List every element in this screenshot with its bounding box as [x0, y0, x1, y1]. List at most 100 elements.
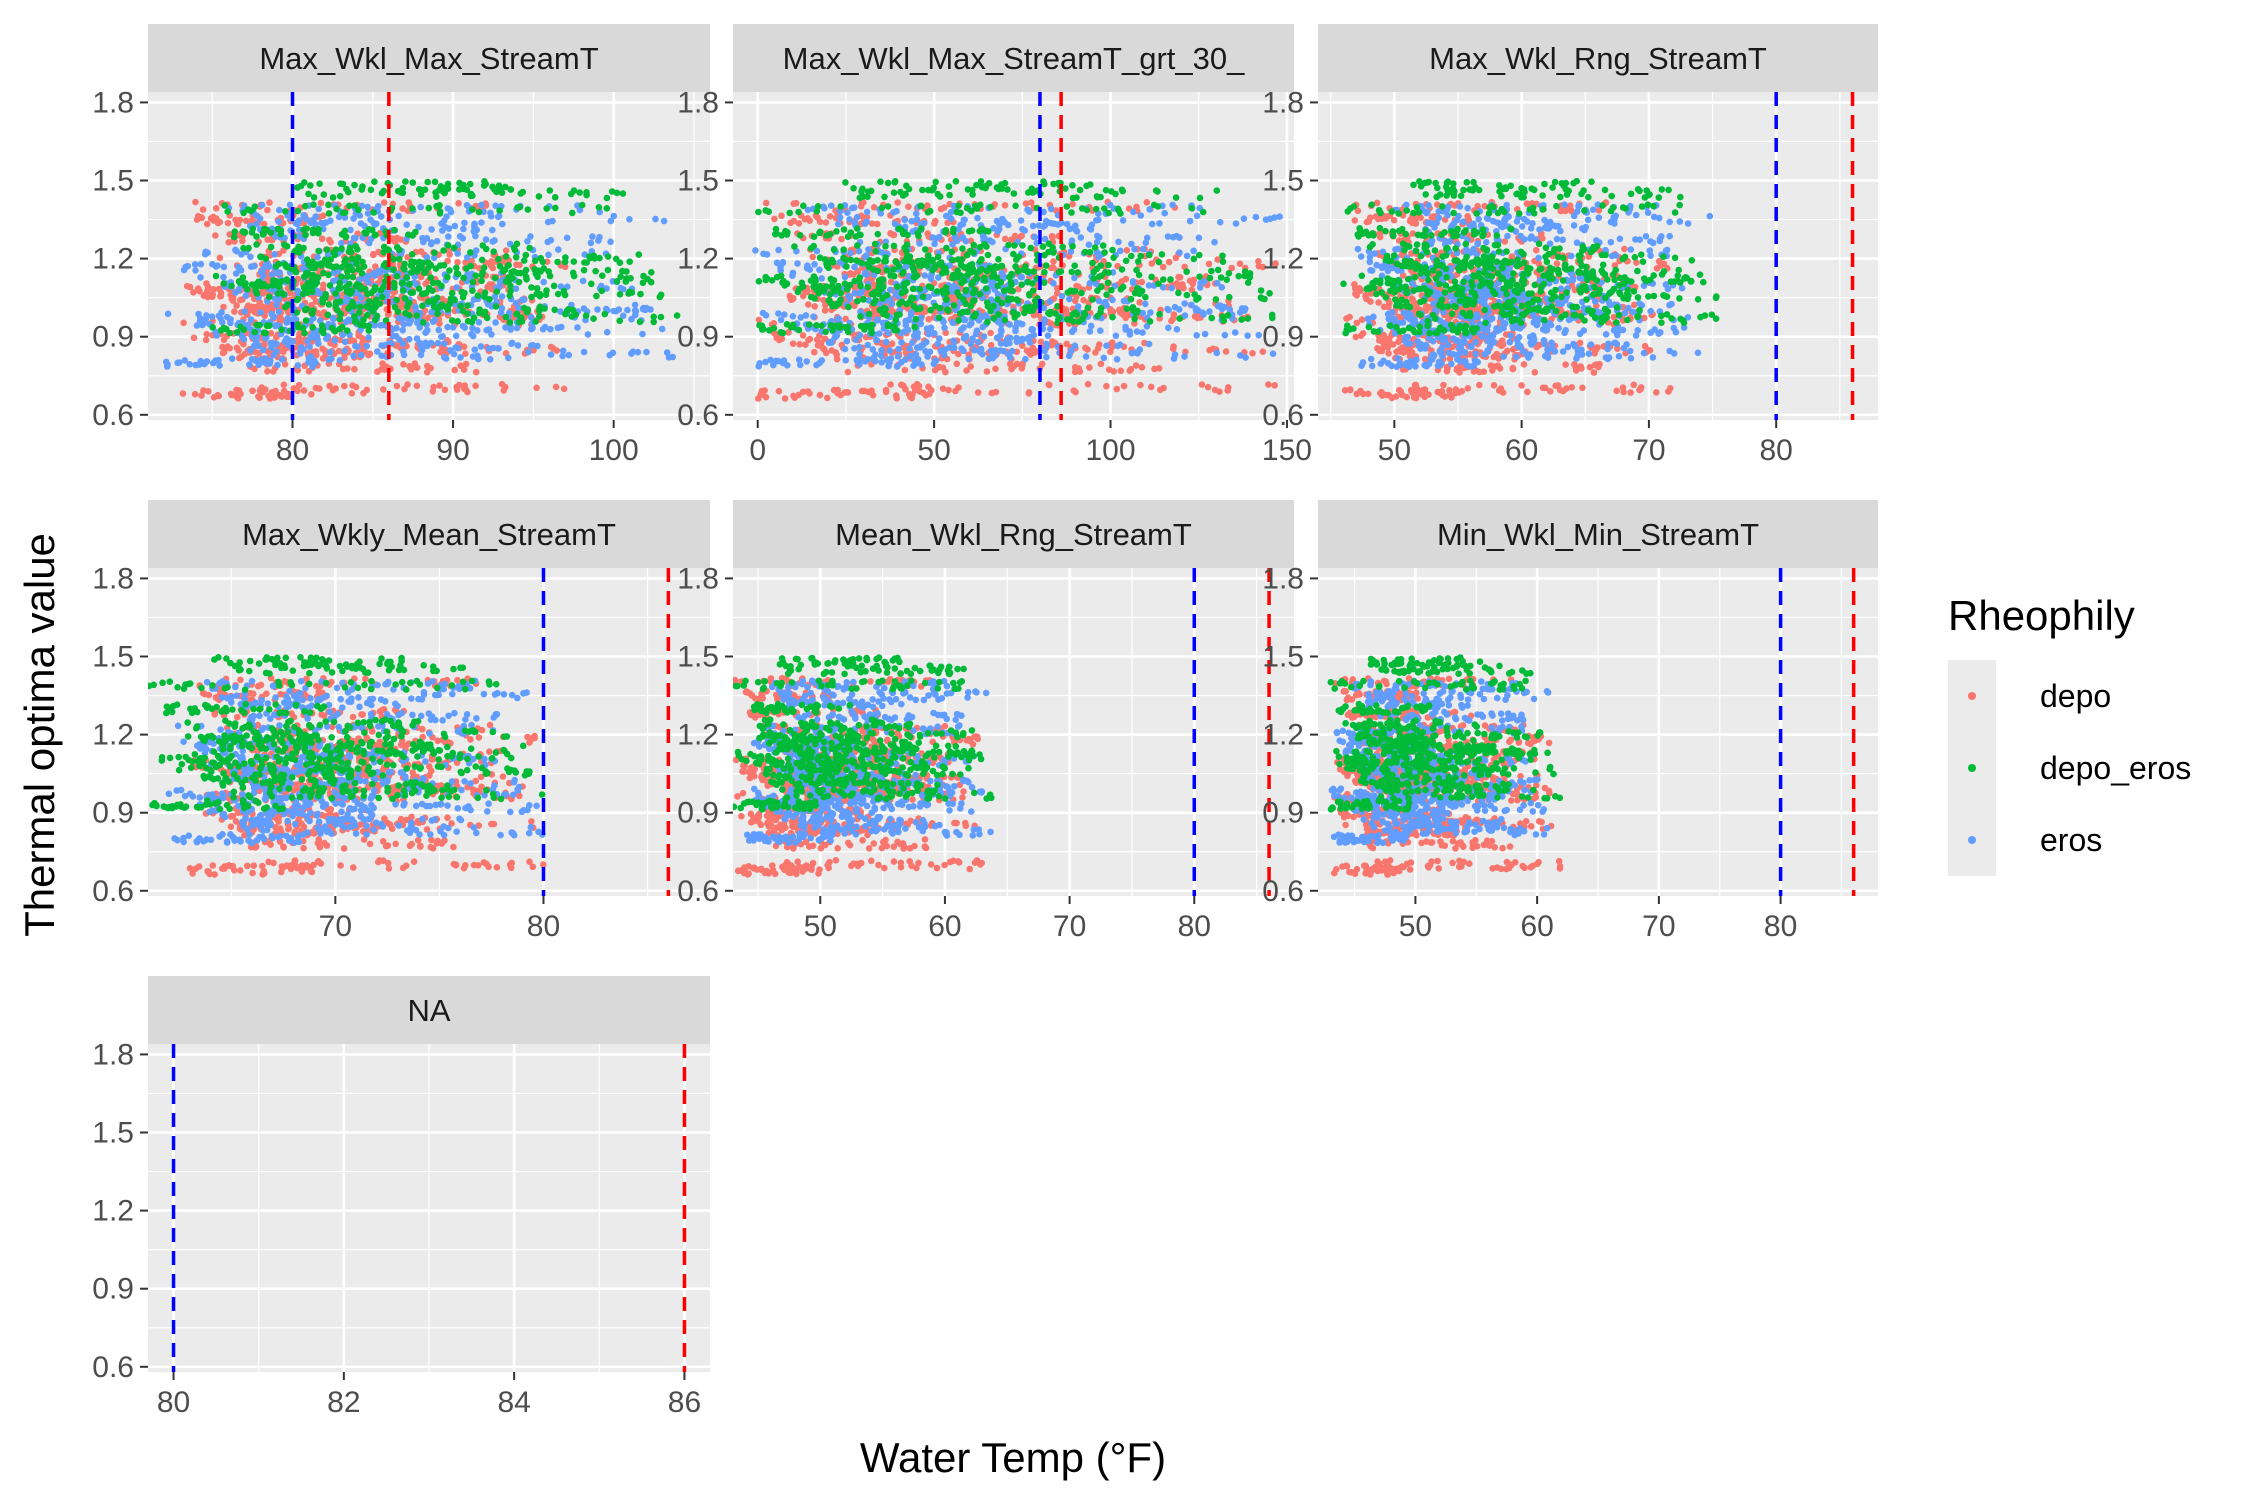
data-point: [1216, 218, 1224, 226]
data-point: [525, 348, 532, 356]
data-point: [901, 244, 908, 252]
data-point: [348, 390, 356, 397]
data-point: [409, 179, 417, 186]
data-point: [908, 394, 916, 402]
data-point: [319, 345, 326, 353]
data-point: [950, 337, 957, 345]
data-point: [874, 267, 882, 275]
data-point: [540, 265, 548, 272]
data-point: [873, 220, 881, 228]
data-point: [828, 202, 835, 209]
data-point: [987, 307, 994, 315]
data-point: [1019, 225, 1026, 233]
data-point: [475, 208, 483, 216]
data-point: [391, 284, 398, 291]
data-point: [865, 246, 872, 253]
data-point: [926, 207, 934, 215]
data-point: [545, 268, 552, 275]
data-point: [489, 226, 496, 234]
data-point: [856, 332, 864, 339]
data-point: [635, 251, 643, 258]
data-point: [472, 247, 480, 254]
data-point: [219, 343, 226, 351]
data-point: [643, 348, 650, 356]
data-point: [954, 289, 961, 296]
data-point: [437, 183, 445, 190]
data-point: [323, 335, 330, 343]
data-point: [811, 348, 818, 356]
data-point: [1103, 342, 1110, 350]
data-point: [302, 317, 310, 324]
data-point: [1572, 367, 1580, 374]
data-point: [181, 357, 189, 364]
data-point: [1006, 273, 1013, 281]
data-point: [303, 269, 310, 277]
data-point: [396, 246, 403, 254]
data-point: [944, 307, 952, 314]
data-point: [454, 318, 461, 325]
data-point: [1069, 200, 1076, 208]
data-point: [801, 288, 808, 296]
data-point: [220, 263, 228, 271]
data-point: [1127, 295, 1135, 303]
data-point: [997, 326, 1005, 334]
data-point: [1224, 312, 1232, 319]
data-point: [469, 324, 476, 332]
data-point: [856, 343, 863, 351]
data-point: [1052, 310, 1059, 317]
data-point: [790, 217, 798, 225]
data-point: [357, 326, 364, 334]
data-point: [967, 340, 975, 348]
data-point: [835, 220, 842, 228]
data-point: [857, 313, 864, 320]
data-point: [1341, 387, 1349, 394]
data-point: [475, 319, 483, 326]
data-point: [1237, 352, 1244, 359]
data-point: [1062, 306, 1070, 313]
data-point: [968, 207, 975, 215]
data-point: [998, 299, 1006, 307]
data-point: [284, 301, 292, 308]
data-point: [1453, 366, 1461, 374]
data-point: [325, 356, 332, 364]
data-point: [942, 227, 950, 234]
data-point: [1579, 384, 1586, 392]
data-point: [984, 318, 991, 326]
data-point: [1204, 383, 1212, 391]
data-point: [878, 359, 885, 366]
data-point: [314, 253, 321, 261]
data-point: [295, 334, 303, 341]
data-point: [1018, 320, 1026, 328]
data-point: [1562, 361, 1569, 368]
data-point: [448, 317, 456, 324]
data-point: [1086, 248, 1094, 256]
data-point: [493, 288, 501, 296]
data-point: [946, 191, 953, 199]
data-point: [959, 245, 966, 252]
data-point: [807, 245, 815, 252]
data-point: [405, 281, 413, 288]
data-point: [1225, 270, 1233, 277]
data-point: [1129, 278, 1137, 285]
data-point: [818, 322, 825, 330]
data-point: [339, 209, 347, 216]
data-point: [789, 313, 797, 320]
data-point: [491, 186, 498, 193]
data-point: [1425, 391, 1432, 398]
data-point: [1013, 256, 1020, 264]
data-point: [803, 358, 810, 365]
data-point: [359, 183, 366, 190]
data-point: [909, 339, 916, 347]
data-point: [1008, 365, 1015, 373]
data-point: [481, 308, 489, 316]
data-point: [507, 282, 514, 290]
data-point: [930, 184, 938, 192]
data-point: [528, 284, 535, 291]
data-point: [1236, 260, 1244, 268]
data-point: [412, 228, 419, 236]
data-point: [864, 341, 872, 349]
data-point: [1120, 297, 1128, 305]
data-point: [325, 201, 332, 209]
data-point: [339, 365, 347, 373]
